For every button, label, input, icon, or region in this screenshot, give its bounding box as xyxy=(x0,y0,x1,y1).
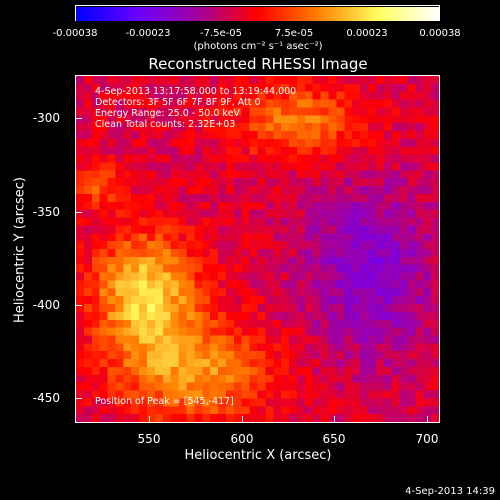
y-tick-mark xyxy=(75,118,82,119)
x-axis-label: Heliocentric X (arcsec) xyxy=(184,448,332,463)
colorbar-tick: 0.00023 xyxy=(346,28,388,39)
image-title: Reconstructed RHESSI Image xyxy=(148,55,368,73)
detectors-label: Detectors: 3F 5F 6F 7F 8F 9F, Att 0 xyxy=(95,97,261,108)
colorbar xyxy=(75,5,440,21)
y-tick-mark xyxy=(75,398,82,399)
colorbar-units: (photons cm⁻² s⁻¹ asec⁻²) xyxy=(193,41,323,52)
colorbar-tick: -7.5e-05 xyxy=(200,28,242,39)
x-tick-label: 700 xyxy=(415,432,439,446)
x-tick-mark xyxy=(427,416,428,423)
peak-position-label: Position of Peak = [545,-417] xyxy=(95,396,234,407)
x-tick-mark xyxy=(149,416,150,423)
rhessi-image-plot: 4-Sep-2013 13:17:58.000 to 13:19:44.000 … xyxy=(75,75,440,423)
y-tick-label: -300 xyxy=(32,111,60,125)
colorbar-tick: -0.00038 xyxy=(52,28,98,39)
x-tick-mark xyxy=(334,416,335,423)
x-tick-label: 550 xyxy=(137,432,161,446)
plot-timestamp: 4-Sep-2013 14:39 xyxy=(405,486,495,497)
colorbar-gradient xyxy=(76,7,439,21)
y-tick-mark xyxy=(75,212,82,213)
colorbar-tick: 0.00038 xyxy=(419,28,461,39)
colorbar-tick: -0.00023 xyxy=(125,28,171,39)
x-tick-label: 600 xyxy=(230,432,254,446)
y-tick-label: -400 xyxy=(32,298,60,312)
x-tick-label: 650 xyxy=(322,432,346,446)
time-range-label: 4-Sep-2013 13:17:58.000 to 13:19:44.000 xyxy=(95,86,297,97)
clean-counts-label: Clean Total counts: 2.32E+03 xyxy=(95,119,236,130)
rhessi-image-heatmap xyxy=(76,76,439,422)
y-tick-mark xyxy=(75,305,82,306)
energy-range-label: Energy Range: 25.0 - 50.0 keV xyxy=(95,108,240,119)
y-tick-label: -450 xyxy=(32,391,60,405)
y-axis-label: Heliocentric Y (arcsec) xyxy=(12,177,28,323)
colorbar-tick: 7.5e-05 xyxy=(274,28,314,39)
x-tick-mark xyxy=(242,416,243,423)
y-tick-label: -350 xyxy=(32,205,60,219)
